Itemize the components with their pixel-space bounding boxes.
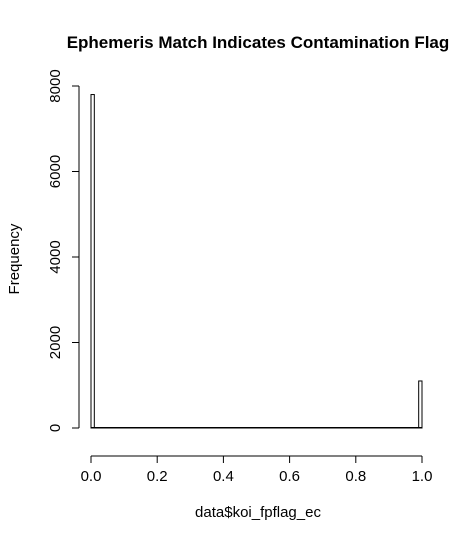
x-tick-label-0.4: 0.4 [213, 468, 234, 485]
x-axis-label: data$koi_fpflag_ec [195, 504, 321, 521]
y-tick-label-2000: 2000 [47, 326, 64, 359]
y-tick-label-8000: 8000 [47, 69, 64, 102]
y-tick-label-0: 0 [47, 424, 64, 432]
x-tick-label-0.0: 0.0 [81, 468, 102, 485]
y-tick-label-6000: 6000 [47, 155, 64, 188]
histogram-baseline [90, 427, 423, 429]
x-tick-label-0.8: 0.8 [345, 468, 366, 485]
y-axis-label: Frequency [6, 223, 23, 294]
bars-group [90, 94, 423, 429]
x-tick-label-0.6: 0.6 [279, 468, 300, 485]
x-tick-label-1.0: 1.0 [412, 468, 433, 485]
histogram-bar-1 [418, 380, 423, 429]
histogram-bar-0 [90, 94, 95, 429]
x-axis: 0.0 0.2 0.4 0.6 0.8 1.0 [81, 455, 433, 485]
x-tick-label-0.2: 0.2 [147, 468, 168, 485]
chart-title: Ephemeris Match Indicates Contamination … [67, 33, 450, 52]
y-tick-label-4000: 4000 [47, 240, 64, 273]
y-axis: 0 2000 4000 6000 8000 [47, 69, 80, 432]
